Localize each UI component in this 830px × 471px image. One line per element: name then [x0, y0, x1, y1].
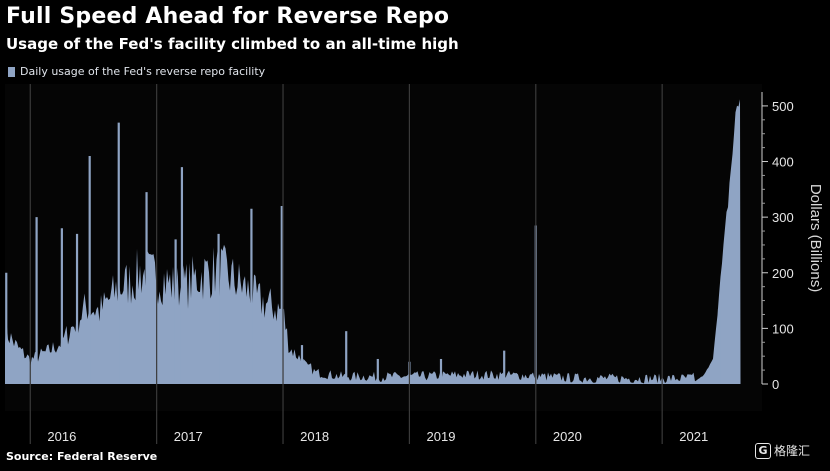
y-axis-title: Dollars (Billions) [807, 184, 824, 292]
y-tick-label: 500 [772, 99, 794, 114]
chart-title: Full Speed Ahead for Reverse Repo [6, 4, 450, 29]
x-tick-label: 2016 [47, 429, 76, 444]
chart: 0 100 200 300 400 500 Dollars (Billions) 2016 20… [5, 84, 824, 444]
series-area [5, 99, 741, 385]
plot-panel: 0 100 200 300 400 500 Dollars (Billions) 2016 20… [5, 84, 824, 444]
x-tick-label: 2017 [174, 429, 203, 444]
legend-swatch [8, 66, 15, 77]
source-note: Source: Federal Reserve [6, 450, 158, 463]
x-tick-label: 2018 [300, 429, 329, 444]
x-tick-label: 2019 [427, 429, 456, 444]
x-tick-label: 2020 [553, 429, 582, 444]
legend-label: Daily usage of the Fed's reverse repo fa… [20, 65, 266, 78]
x-tick-label: 2021 [679, 429, 708, 444]
y-tick-label: 400 [772, 155, 794, 170]
y-tick-label: 100 [772, 321, 794, 336]
legend: Daily usage of the Fed's reverse repo fa… [8, 65, 265, 78]
watermark-text: 格隆汇 [774, 444, 811, 458]
watermark: G 格隆汇 [755, 442, 810, 459]
y-tick-label: 0 [772, 377, 779, 392]
y-tick-label: 300 [772, 210, 794, 225]
watermark-logo-icon: G [755, 442, 771, 459]
y-tick-label: 200 [772, 266, 794, 281]
chart-subtitle: Usage of the Fed's facility climbed to a… [6, 35, 459, 53]
